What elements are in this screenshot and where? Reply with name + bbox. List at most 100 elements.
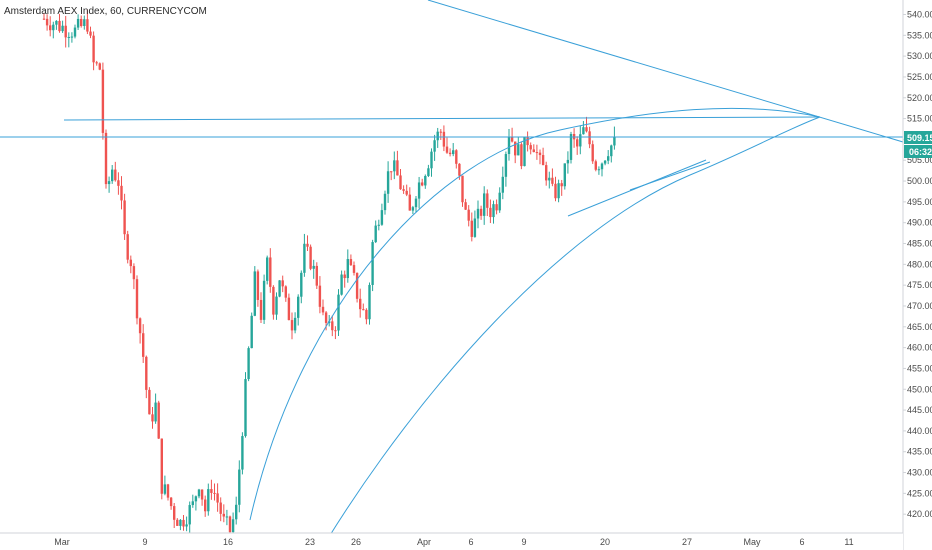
candle-body [129, 259, 132, 267]
candle-body [377, 224, 380, 226]
candle-body [269, 257, 272, 287]
candle-body [504, 154, 508, 177]
price-tick-label: 495.00 [907, 197, 932, 207]
candle-body [340, 274, 343, 295]
outer-arc[interactable] [249, 107, 821, 521]
candle-body [76, 18, 80, 28]
candle-body [411, 207, 415, 211]
candle-body [55, 20, 58, 25]
candle-body [476, 208, 480, 219]
candle-body [514, 141, 517, 156]
candle-body [73, 27, 77, 37]
candle-body [365, 309, 368, 320]
candle-body [324, 312, 328, 323]
candle-body [427, 168, 430, 176]
candle-body [538, 152, 542, 156]
price-tick-label: 460.00 [907, 343, 932, 353]
candle-body [566, 159, 570, 164]
candle-body [331, 321, 334, 331]
candle-body [213, 492, 216, 494]
candle-body [371, 242, 374, 285]
candle-body [231, 519, 235, 533]
candle-body [176, 519, 179, 526]
candle-body [461, 175, 464, 203]
candle-body [250, 315, 253, 349]
candle-body [207, 489, 210, 512]
price-tick-label: 420.00 [907, 509, 932, 519]
candle-body [169, 497, 173, 507]
candle-body [303, 243, 306, 273]
candle-body [216, 493, 219, 503]
candle-body [498, 192, 501, 211]
candle-body [278, 280, 281, 297]
candle-body [61, 25, 64, 32]
candle-body [386, 171, 390, 194]
candle-body [582, 127, 585, 135]
candle-body [359, 298, 362, 310]
descending-trendline[interactable] [427, 0, 904, 143]
candle-body [470, 220, 473, 237]
candle-body [591, 144, 594, 162]
candle-body [200, 489, 204, 500]
price-tick-label: 435.00 [907, 447, 932, 457]
price-tick-label: 520.00 [907, 93, 932, 103]
last-price-tag: 509.15 06:32 [904, 131, 932, 158]
candle-body [557, 183, 560, 199]
candle-body [613, 136, 616, 146]
price-tick-label: 450.00 [907, 384, 932, 394]
time-tick-label: 9 [142, 537, 147, 547]
candle-body [104, 132, 108, 185]
candle-body [337, 294, 340, 331]
trend-drawings[interactable] [0, 0, 904, 541]
price-axis[interactable]: 420.00 425.00 430.00 435.00 440.00 445.00 450.… [902, 0, 932, 550]
lower-trendline-2[interactable] [629, 161, 711, 191]
candle-body [408, 194, 411, 211]
candle-body [123, 200, 126, 235]
candle-body [191, 501, 194, 506]
candle-body [293, 317, 297, 331]
candle-body [588, 131, 591, 145]
candle-body [89, 31, 92, 36]
candle-body [424, 175, 427, 186]
candle-body [318, 285, 322, 307]
candle-body [188, 505, 191, 525]
candle-body [138, 318, 142, 334]
price-tick-label: 485.00 [907, 239, 932, 249]
candle-body [492, 204, 495, 218]
time-tick-label: 9 [521, 537, 526, 547]
candle-body [83, 19, 86, 27]
candle-body [107, 181, 111, 185]
candle-body [241, 436, 244, 470]
time-axis-panel [0, 533, 903, 550]
candle-body [266, 257, 269, 281]
price-tick-label: 455.00 [907, 363, 932, 373]
candle-body [355, 272, 359, 299]
candle-body [253, 271, 256, 316]
candle-body [545, 165, 548, 181]
candle-body [430, 151, 433, 169]
candle-body [526, 137, 529, 146]
candle-body [421, 182, 424, 186]
candle-body [349, 259, 353, 266]
inner-arc[interactable] [326, 116, 821, 541]
candle-body [101, 69, 105, 133]
candle-body [297, 296, 300, 318]
price-tick-label: 445.00 [907, 405, 932, 415]
candle-body [517, 144, 520, 156]
candle-body [98, 63, 101, 70]
candle-body [95, 62, 98, 64]
candle-body [262, 280, 266, 320]
candle-body [235, 504, 238, 520]
countdown-label: 06:32 [909, 147, 932, 157]
countdown-box [904, 145, 932, 158]
candle-body [328, 321, 331, 323]
candle-body [64, 25, 67, 38]
time-axis[interactable]: Mar 9 16 23 26 Apr 6 9 20 27 May 6 11 [0, 532, 903, 550]
candle-body [49, 25, 52, 31]
candle-body [45, 18, 49, 26]
candle-body [529, 145, 532, 150]
candle-body [306, 243, 309, 247]
resistance-trendline[interactable] [63, 116, 821, 121]
candle-body [275, 296, 278, 315]
